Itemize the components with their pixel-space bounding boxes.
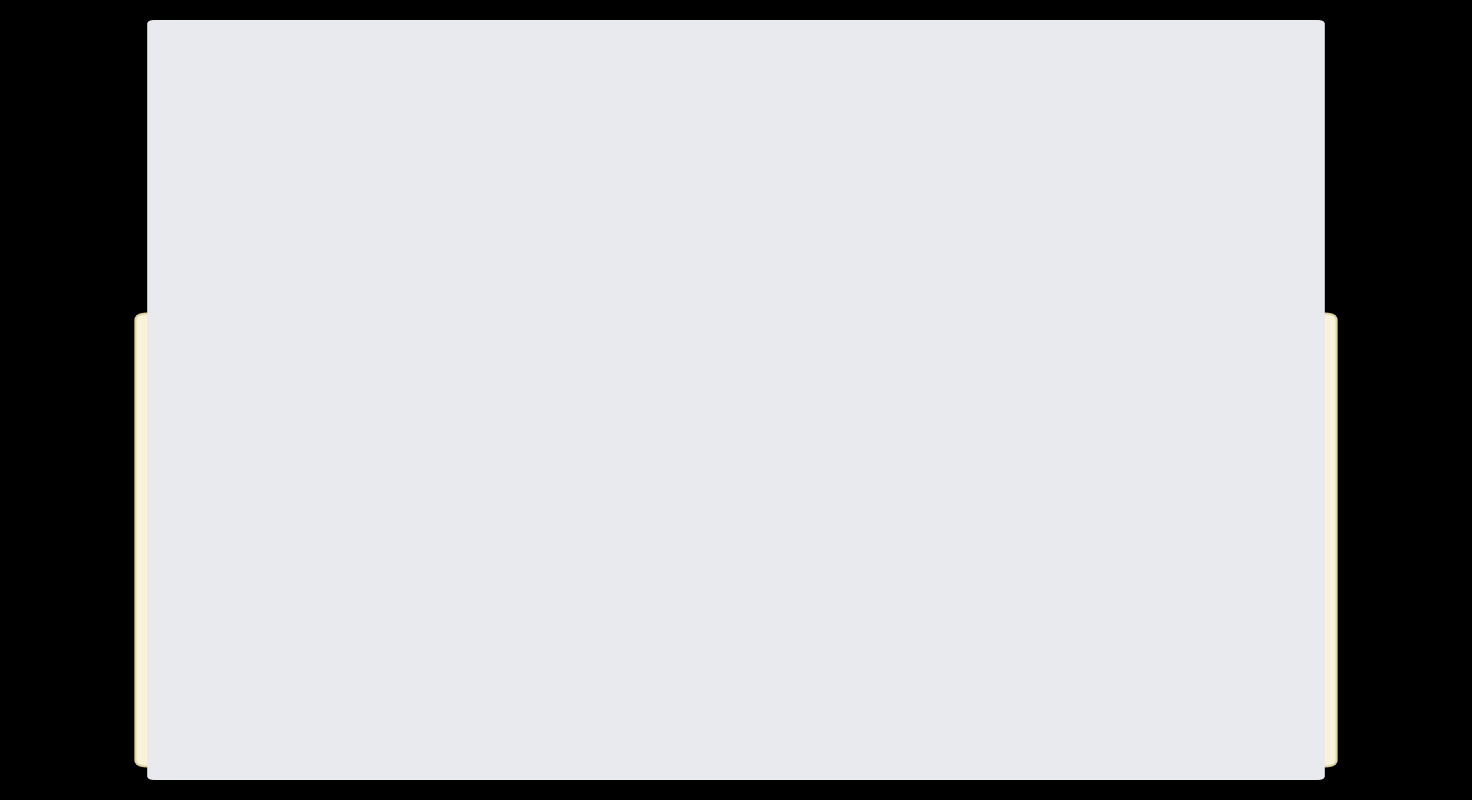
Polygon shape (203, 47, 265, 81)
Polygon shape (265, 64, 318, 98)
Polygon shape (265, 30, 318, 64)
Polygon shape (265, 47, 327, 81)
Polygon shape (606, 138, 704, 198)
Text: Cloud Load: Cloud Load (729, 146, 852, 166)
Text: Compute Engine: Compute Engine (905, 619, 1042, 637)
Polygon shape (805, 602, 888, 654)
FancyBboxPatch shape (548, 74, 1086, 262)
Polygon shape (212, 30, 265, 64)
Text: Zone 1: Zone 1 (184, 334, 247, 352)
Text: Google Cloud Platform: Google Cloud Platform (368, 52, 649, 76)
Polygon shape (212, 64, 265, 98)
FancyBboxPatch shape (754, 410, 1219, 702)
Text: Compute Engine: Compute Engine (361, 619, 498, 637)
FancyBboxPatch shape (135, 314, 1337, 766)
Circle shape (826, 617, 867, 639)
FancyBboxPatch shape (209, 410, 674, 702)
Polygon shape (233, 44, 297, 84)
FancyBboxPatch shape (695, 354, 1278, 734)
Text: loadtest: loadtest (393, 456, 490, 480)
Text: webserver-region1: webserver-region1 (889, 458, 1083, 478)
Polygon shape (261, 602, 343, 654)
Bar (293, 623, 311, 633)
Text: Instance Group: Instance Group (736, 376, 852, 391)
Circle shape (281, 617, 322, 639)
Bar (838, 623, 855, 633)
Polygon shape (250, 54, 280, 74)
Text: Balancing: Balancing (729, 186, 838, 206)
